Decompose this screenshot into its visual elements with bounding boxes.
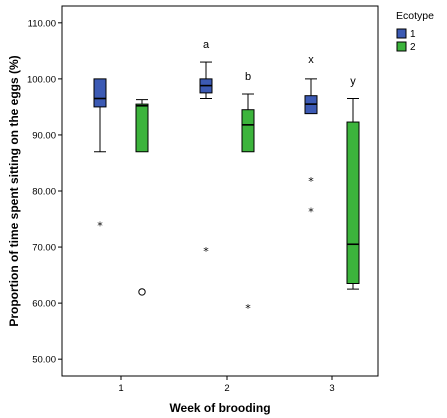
box-body (241, 109, 255, 153)
outlier-star: * (308, 206, 314, 219)
legend-label: 1 (410, 29, 416, 40)
outlier-group: * * * * * (97, 175, 314, 315)
x-axis-title: Week of brooding (169, 401, 270, 415)
outlier-circle (138, 288, 146, 296)
legend-title: Ecotype (396, 10, 434, 22)
box-1-week-2 (199, 61, 213, 99)
y-tick-label: 50.00 (32, 355, 56, 366)
outlier-star: * (203, 245, 209, 258)
y-tick-label: 110.00 (28, 18, 56, 29)
y-axis: 50.00 60.00 70.00 80.00 90.00 100.00 110.00 (27, 18, 62, 366)
box-body (135, 103, 149, 153)
legend: Ecotype 1 2 (396, 10, 434, 53)
box-body (93, 78, 107, 108)
y-axis-title: Proportion of time spent sitting on the … (7, 55, 21, 326)
x-axis: 1 2 3 (118, 376, 335, 394)
significance-letter: b (245, 71, 251, 83)
y-tick-label: 100.00 (27, 74, 56, 85)
box-group (93, 61, 360, 290)
y-tick-label: 70.00 (32, 243, 56, 254)
box-1-week-1 (93, 78, 107, 153)
significance-letters: a b x y (203, 39, 356, 87)
outlier-star: * (245, 302, 251, 315)
outlier-star: * (308, 175, 314, 188)
x-tick-label: 1 (118, 383, 123, 394)
significance-letter: x (308, 54, 314, 66)
box-1-week-3 (304, 78, 318, 115)
x-tick-label: 3 (329, 383, 334, 394)
y-tick-label: 60.00 (32, 299, 56, 310)
y-tick-label: 80.00 (32, 187, 56, 198)
outlier-star: * (97, 220, 103, 233)
box-2-week-1 (135, 99, 149, 153)
box-body (346, 121, 360, 284)
legend-swatch (396, 28, 407, 39)
x-tick-label: 2 (224, 383, 229, 394)
box-2-week-3 (346, 98, 360, 290)
significance-letter: a (203, 39, 210, 51)
y-tick-label: 90.00 (32, 130, 56, 141)
legend-swatch (396, 41, 407, 52)
significance-letter: y (350, 75, 356, 87)
legend-label: 2 (410, 42, 416, 53)
box-2-week-2 (241, 93, 255, 153)
